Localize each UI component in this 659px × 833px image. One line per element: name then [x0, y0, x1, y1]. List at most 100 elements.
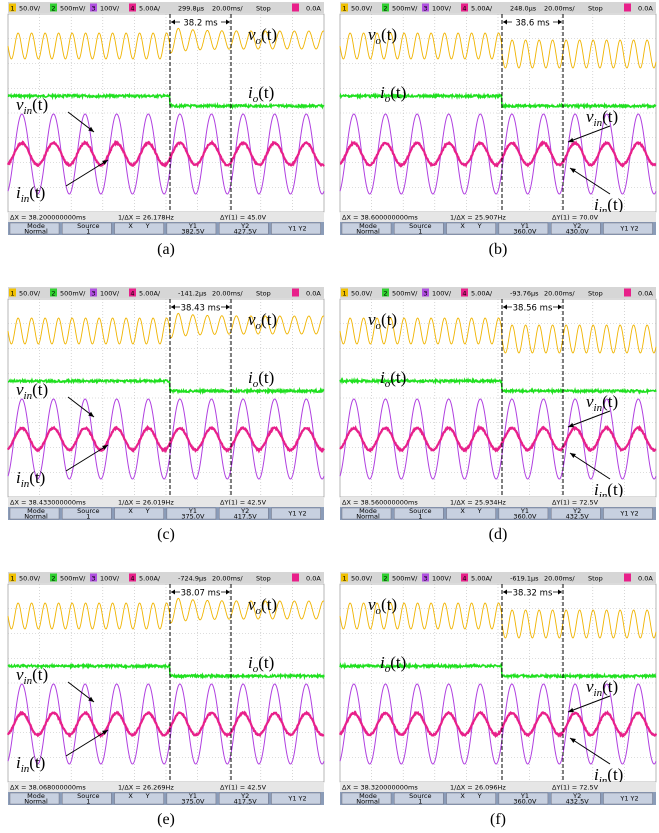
measurement: 1/ΔX = 26.178Hz	[118, 214, 174, 222]
signal-label: io(t)	[380, 653, 406, 675]
measurement: ΔX = 38.560000000ms	[342, 499, 418, 507]
measurement: ΔY(1) = 72.5V	[552, 784, 599, 792]
signal-argument: (t)	[32, 95, 48, 114]
signal-label: io(t)	[248, 653, 274, 675]
signal-label: vin(t)	[16, 380, 48, 402]
softkey-label: Y1 Y2	[619, 510, 638, 518]
channel-number: 3	[423, 289, 427, 297]
interval-label: 38.32 ms	[513, 589, 553, 599]
channel-number: 3	[423, 4, 427, 12]
signal-label: iin(t)	[16, 468, 45, 490]
signal-argument: (t)	[29, 183, 45, 202]
signal-label: vo(t)	[248, 25, 277, 47]
signal-argument: (t)	[602, 107, 618, 126]
run-state: Stop	[256, 4, 271, 12]
softkey-value: 360.0V	[513, 513, 537, 521]
softkey-label: Y1 Y2	[287, 225, 306, 233]
channel-number: 2	[383, 574, 387, 582]
measurement: ΔX = 38.433000000ms	[10, 499, 86, 507]
panel-label: (e)	[157, 811, 175, 828]
channel-scale: 5.00A/	[139, 289, 161, 297]
signal-label: vo(t)	[368, 310, 397, 332]
measurement: ΔY(1) = 72.5V	[552, 499, 599, 507]
time-base: 20.00ms/	[544, 4, 575, 12]
signal-argument: (t)	[381, 25, 397, 44]
channel-scale: 500mV/	[60, 4, 86, 12]
signal-argument: (t)	[607, 195, 623, 214]
channel-number: 4	[130, 289, 134, 297]
softkey-value: 430.0V	[566, 228, 590, 236]
trigger-badge	[292, 289, 299, 297]
interval-label: 38.07 ms	[181, 589, 221, 599]
softkey-value: 417.5V	[234, 513, 258, 521]
signal-argument: (t)	[258, 368, 274, 387]
softkey-value: 360.0V	[513, 798, 537, 806]
softkey-label: X	[128, 792, 133, 800]
channel-number: 3	[91, 289, 95, 297]
softkey	[447, 508, 496, 519]
trigger-level: 0.0A	[638, 289, 653, 297]
measurement: ΔX = 38.320000000ms	[342, 784, 418, 792]
signal-label: vo(t)	[248, 595, 277, 617]
softkey-value: 1	[418, 798, 422, 806]
softkey-label: X	[460, 222, 465, 230]
time-delay: -619.1µs	[510, 574, 539, 582]
measurement: 1/ΔX = 26.019Hz	[118, 499, 174, 507]
channel-number: 1	[10, 289, 14, 297]
channel-number: 4	[462, 4, 466, 12]
scope-panel: 150.0V/2500mV/3100V/45.00A/-619.1µs20.00…	[340, 572, 656, 828]
time-delay: 299.8µs	[178, 4, 205, 12]
channel-scale: 100V/	[432, 574, 452, 582]
signal-argument: (t)	[607, 480, 623, 499]
measurement: ΔY(1) = 45.0V	[220, 214, 267, 222]
signal-argument: (t)	[607, 765, 623, 784]
trigger-level: 0.0A	[306, 574, 321, 582]
softkey-value: 375.0V	[181, 798, 205, 806]
channel-number: 2	[383, 4, 387, 12]
panel-label: (b)	[489, 241, 508, 258]
signal-argument: (t)	[32, 665, 48, 684]
measurement: ΔX = 38.600000000ms	[342, 214, 418, 222]
time-base: 20.00ms/	[212, 574, 243, 582]
signal-argument: (t)	[261, 595, 277, 614]
trigger-level: 0.0A	[638, 574, 653, 582]
softkey-label: X	[460, 507, 465, 515]
time-delay: 248.0µs	[510, 4, 537, 12]
signal-argument: (t)	[602, 392, 618, 411]
channel-number: 3	[423, 574, 427, 582]
figure: 1 50.0V/2 500mV/3 100V/4 5.00A/299.8µs 20.00m…	[0, 0, 659, 833]
softkey-value: Y	[477, 222, 482, 230]
softkey-value: 360.0V	[513, 228, 537, 236]
softkey-value: 1	[418, 513, 422, 521]
signal-label: io(t)	[248, 368, 274, 390]
channel-number: 3	[91, 574, 95, 582]
signal-argument: (t)	[29, 468, 45, 487]
softkey-label: Y1 Y2	[287, 510, 306, 518]
softkey-value: 1	[86, 228, 90, 236]
signal-label: io(t)	[380, 368, 406, 390]
softkey-value: 432.5V	[566, 798, 590, 806]
softkey-label: X	[128, 222, 133, 230]
trigger-badge	[292, 574, 299, 582]
softkey-value: 1	[418, 228, 422, 236]
time-delay: -724.9µs	[178, 574, 207, 582]
softkey-value: 382.5V	[181, 228, 205, 236]
signal-argument: (t)	[261, 310, 277, 329]
channel-scale: 50.0V/	[19, 574, 41, 582]
softkey-value: 1	[86, 798, 90, 806]
signal-argument: (t)	[32, 380, 48, 399]
softkey-value: Y	[145, 507, 150, 515]
softkey-value: Normal	[356, 798, 380, 806]
channel-scale: 5.00A/	[471, 289, 493, 297]
signal-argument: (t)	[381, 595, 397, 614]
signal-argument: (t)	[390, 368, 406, 387]
channel-number: 1	[10, 4, 14, 12]
signal-label: vin(t)	[16, 95, 48, 117]
channel-scale: 50.0V/	[19, 289, 41, 297]
channel-scale: 5.00A/	[471, 4, 493, 12]
signal-argument: (t)	[390, 653, 406, 672]
interval-label: 38.2 ms	[183, 19, 218, 29]
